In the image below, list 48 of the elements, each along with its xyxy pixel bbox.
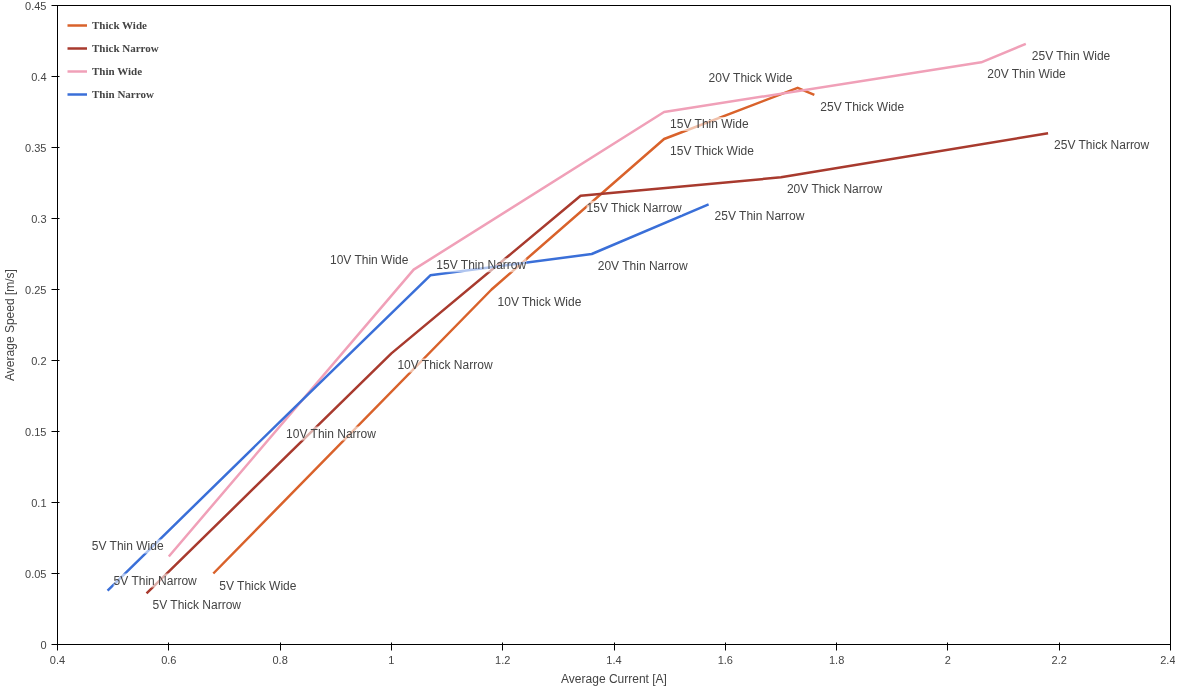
x-tick-label: 0.8	[272, 653, 288, 666]
annotation: 10V Thick Narrow	[397, 358, 493, 373]
y-tick-label: 0.45	[25, 0, 47, 12]
annotation: 5V Thick Wide	[219, 578, 297, 593]
x-tick-label: 1	[388, 653, 395, 666]
annotation: 15V Thick Narrow	[586, 200, 683, 215]
annotation: 20V Thick Narrow	[786, 182, 883, 197]
x-tick-label: 2	[944, 653, 951, 666]
y-tick-label: 0.05	[25, 567, 47, 580]
annotation: 10V Thin Narrow	[286, 426, 377, 441]
y-tick-label: 0.1	[31, 496, 47, 509]
y-tick-label: 0.15	[25, 425, 47, 438]
annotation: 20V Thick Wide	[708, 70, 793, 85]
legend-label: Thin Wide	[92, 65, 143, 77]
y-tick-label: 0	[40, 638, 47, 651]
annotation: 15V Thin Wide	[670, 117, 749, 131]
annotation: 5V Thin Wide	[91, 539, 164, 554]
x-tick-label: 1.4	[606, 653, 622, 666]
legend-label: Thick Narrow	[92, 42, 159, 54]
annotation: 15V Thick Wide	[670, 143, 755, 158]
legend-label: Thick Wide	[92, 19, 147, 31]
x-tick-label: 1.2	[495, 653, 511, 666]
x-axis-title: Average Current [A]	[561, 671, 667, 686]
annotation: 25V Thin Narrow	[714, 209, 805, 224]
y-tick-label: 0.2	[31, 354, 47, 367]
annotation: 5V Thick Narrow	[152, 598, 242, 613]
annotation: 15V Thin Narrow	[436, 258, 527, 273]
x-tick-label: 1.6	[717, 653, 733, 666]
annotation: 25V Thick Wide	[820, 99, 905, 114]
x-tick-label: 2.4	[1160, 653, 1176, 666]
x-tick-label: 0.6	[161, 653, 177, 666]
y-axis-title: Average Speed [m/s]	[3, 269, 18, 381]
y-tick-label: 0.4	[31, 70, 47, 83]
annotation: 25V Thick Narrow	[1054, 138, 1150, 153]
y-tick-label: 0.25	[25, 283, 47, 296]
annotation: 5V Thin Narrow	[113, 573, 198, 588]
line-series	[106, 203, 710, 592]
x-tick-label: 2.2	[1051, 653, 1067, 666]
x-tick-label: 0.4	[49, 653, 66, 666]
y-tick-label: 0.35	[25, 141, 47, 154]
annotation: 20V Thin Wide	[987, 67, 1067, 82]
annotation: 25V Thin Wide	[1031, 48, 1111, 63]
legend-label: Thin Narrow	[92, 88, 154, 100]
annotation: 10V Thick Wide	[497, 294, 582, 309]
annotation: 20V Thin Narrow	[597, 259, 688, 273]
annotation: 10V Thin Wide	[329, 252, 409, 267]
y-tick-label: 0.3	[31, 212, 47, 225]
x-tick-label: 1.8	[828, 653, 845, 666]
